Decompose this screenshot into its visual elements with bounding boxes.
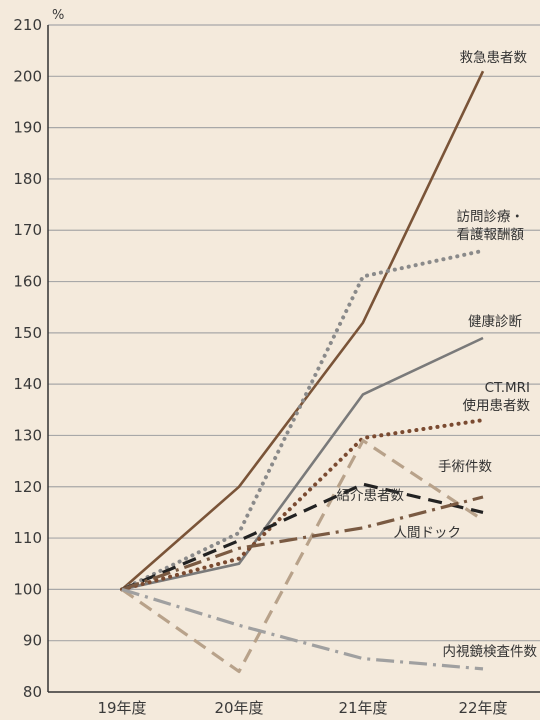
series-label-1: 救急患者数 bbox=[460, 50, 528, 66]
y-tick-label: 210 bbox=[13, 16, 42, 34]
x-tick-label: 22年度 bbox=[458, 699, 507, 717]
y-tick-label: 150 bbox=[13, 324, 42, 342]
series-label-5: 手術件数 bbox=[438, 459, 492, 475]
series-label-7: 人間ドック bbox=[394, 525, 462, 541]
y-tick-label: 120 bbox=[13, 478, 42, 496]
series-line-3 bbox=[121, 336, 484, 591]
x-tick-label: 21年度 bbox=[338, 699, 387, 717]
y-tick-label: 80 bbox=[23, 683, 42, 701]
gridlines bbox=[48, 24, 540, 642]
y-tick-label: 100 bbox=[13, 580, 42, 598]
x-tick-label: 19年度 bbox=[97, 699, 146, 717]
y-axis-ticks: 80 90 100 110 120 130 140 150 160 170 180 190 200 210 bbox=[13, 16, 42, 701]
y-tick-label: 140 bbox=[13, 375, 42, 393]
x-axis-ticks: 19年度 20年度 21年度 22年度 bbox=[97, 699, 507, 717]
series-line-2 bbox=[120, 248, 485, 592]
series-line-5 bbox=[121, 439, 484, 674]
y-tick-label: 200 bbox=[13, 67, 42, 85]
series-label-3: 健康診断 bbox=[468, 313, 522, 330]
y-tick-label: 190 bbox=[13, 119, 42, 137]
series-line-7 bbox=[121, 495, 484, 591]
series-line-1 bbox=[121, 70, 485, 591]
series-label-4: CT.MRI 使用患者数 bbox=[463, 380, 531, 414]
series-lines bbox=[120, 70, 485, 674]
y-tick-label: 170 bbox=[13, 221, 42, 239]
y-tick-label: 90 bbox=[23, 632, 42, 650]
y-tick-label: 160 bbox=[13, 273, 42, 291]
y-axis-unit: % bbox=[52, 8, 64, 23]
series-label-8: 内視鏡検査件数 bbox=[443, 644, 538, 660]
x-tick-label: 20年度 bbox=[214, 699, 263, 717]
series-line-8 bbox=[121, 587, 484, 671]
series-label-2: 訪問診療・看護報酬額 bbox=[457, 208, 525, 243]
series-line-4 bbox=[120, 418, 485, 592]
y-tick-label: 180 bbox=[13, 170, 42, 188]
y-tick-label: 130 bbox=[13, 426, 42, 444]
y-tick-label: 110 bbox=[13, 529, 42, 547]
plot-area bbox=[48, 25, 540, 692]
series-label-6: 紹介患者数 bbox=[337, 488, 405, 504]
